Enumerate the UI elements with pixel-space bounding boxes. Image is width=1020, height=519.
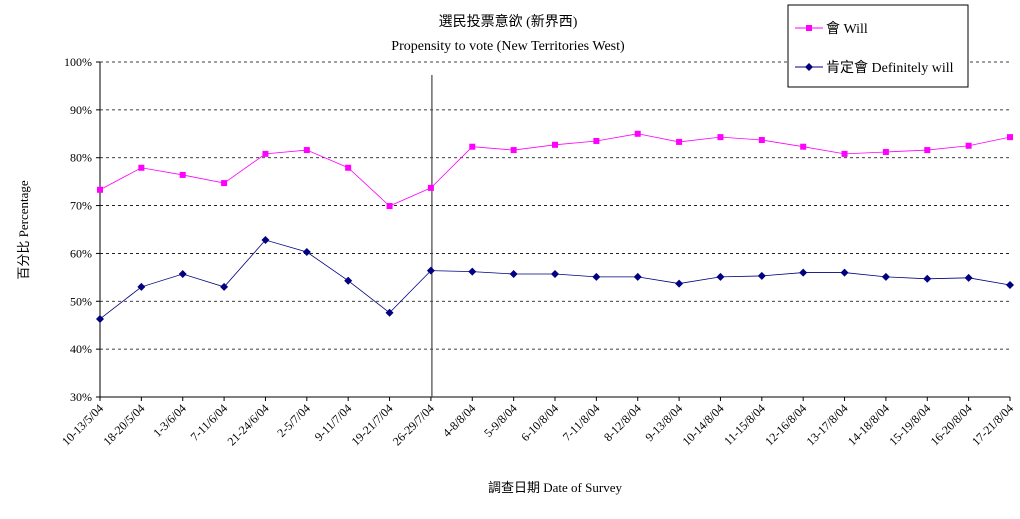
y-tick-label: 80% bbox=[70, 151, 92, 165]
data-point-will bbox=[1007, 134, 1013, 141]
data-point-definitely-will bbox=[840, 268, 849, 277]
data-point-definitely-will bbox=[716, 272, 725, 281]
chart-title: 選民投票意欲 (新界西) bbox=[439, 13, 578, 30]
x-tick-label: 10-13/5/04 bbox=[59, 401, 106, 448]
legend-marker-will bbox=[806, 25, 812, 31]
data-point-definitely-will bbox=[964, 273, 973, 282]
x-tick-label: 2-5/7/04 bbox=[274, 401, 313, 440]
data-point-definitely-will bbox=[468, 267, 477, 276]
series-line-1 bbox=[99, 239, 1011, 320]
data-point-will bbox=[345, 164, 352, 171]
data-point-will bbox=[262, 150, 269, 157]
x-tick-label: 5-9/8/04 bbox=[481, 401, 520, 440]
x-tick-label: 21-24/6/04 bbox=[224, 401, 271, 448]
x-tick-label: 7-11/6/04 bbox=[188, 401, 231, 444]
data-point-will bbox=[469, 143, 476, 150]
x-tick-label: 17-21/8/04 bbox=[969, 401, 1016, 448]
data-point-will bbox=[634, 130, 641, 137]
data-point-will bbox=[593, 137, 600, 144]
data-point-will bbox=[676, 138, 683, 145]
data-point-will bbox=[179, 171, 186, 178]
legend-label-will: 會 Will bbox=[826, 21, 868, 37]
y-tick-label: 90% bbox=[70, 103, 92, 117]
x-tick-label: 13-17/8/04 bbox=[804, 401, 851, 448]
x-tick-label: 15-19/8/04 bbox=[886, 401, 933, 448]
y-tick-label: 50% bbox=[70, 294, 92, 308]
data-point-will bbox=[758, 137, 765, 144]
data-point-definitely-will bbox=[509, 270, 518, 279]
data-point-will bbox=[965, 142, 972, 149]
data-point-definitely-will bbox=[799, 268, 808, 277]
y-tick-label: 100% bbox=[64, 55, 92, 69]
data-point-definitely-will bbox=[385, 308, 394, 317]
data-point-definitely-will bbox=[1006, 281, 1014, 290]
data-point-definitely-will bbox=[881, 272, 890, 281]
data-point-will bbox=[303, 147, 310, 154]
data-point-definitely-will bbox=[757, 271, 766, 280]
data-point-will bbox=[800, 143, 807, 150]
data-point-definitely-will bbox=[551, 270, 559, 279]
data-point-definitely-will bbox=[220, 282, 229, 291]
y-axis-label: 百分比 Percentage bbox=[16, 180, 31, 280]
legend: 會 Will 肯定會 Definitely will bbox=[787, 4, 969, 88]
x-tick-label: 7-11/8/04 bbox=[560, 401, 603, 444]
data-point-definitely-will bbox=[96, 314, 104, 323]
data-point-definitely-will bbox=[592, 272, 601, 281]
x-tick-label: 19-21/7/04 bbox=[349, 401, 396, 448]
data-point-definitely-will bbox=[178, 270, 187, 279]
data-point-will bbox=[427, 184, 434, 191]
x-tick-label: 11-15/8/04 bbox=[721, 401, 768, 448]
data-point-will bbox=[97, 186, 103, 193]
data-point-definitely-will bbox=[675, 279, 684, 288]
x-tick-label: 18-20/5/04 bbox=[100, 401, 147, 448]
x-tick-label: 6-10/8/04 bbox=[518, 401, 561, 444]
data-point-definitely-will bbox=[344, 276, 353, 285]
x-tick-label: 16-20/8/04 bbox=[928, 401, 975, 448]
data-point-will bbox=[138, 164, 145, 171]
x-tick-label: 1-3/6/04 bbox=[150, 401, 189, 440]
legend-label-definitely-will: 肯定會 Definitely will bbox=[826, 60, 954, 76]
y-tick-label: 70% bbox=[70, 199, 92, 213]
data-point-will bbox=[717, 134, 724, 141]
data-point-will bbox=[924, 147, 931, 154]
data-point-will bbox=[510, 147, 517, 154]
chart-subtitle: Propensity to vote (New Territories West… bbox=[391, 39, 625, 54]
x-tick-label: 4-8/8/04 bbox=[440, 401, 479, 440]
data-point-will bbox=[841, 150, 848, 157]
x-tick-label: 26-29/7/04 bbox=[390, 401, 437, 448]
y-tick-label: 30% bbox=[70, 390, 92, 404]
x-tick-label: 14-18/8/04 bbox=[845, 401, 892, 448]
x-tick-label: 9-11/7/04 bbox=[312, 401, 355, 444]
data-point-definitely-will bbox=[923, 274, 932, 283]
x-tick-label: 8-12/8/04 bbox=[601, 401, 644, 444]
x-tick-label: 12-16/8/04 bbox=[762, 401, 809, 448]
y-tick-label: 40% bbox=[70, 342, 92, 356]
x-tick-label: 10-14/8/04 bbox=[679, 401, 726, 448]
x-axis-label: 調查日期 Date of Survey bbox=[488, 480, 622, 495]
data-point-definitely-will bbox=[302, 247, 311, 256]
data-point-definitely-will bbox=[137, 282, 146, 291]
x-tick-label: 9-13/8/04 bbox=[642, 401, 685, 444]
y-tick-label: 60% bbox=[70, 246, 92, 260]
data-point-definitely-will bbox=[633, 272, 642, 281]
data-point-will bbox=[882, 148, 889, 155]
data-point-definitely-will bbox=[426, 266, 435, 275]
data-point-will bbox=[552, 141, 558, 148]
legend-marker-definitely-will bbox=[805, 63, 813, 71]
data-point-will bbox=[221, 180, 228, 187]
data-point-definitely-will bbox=[261, 236, 270, 245]
data-point-will bbox=[386, 203, 393, 210]
